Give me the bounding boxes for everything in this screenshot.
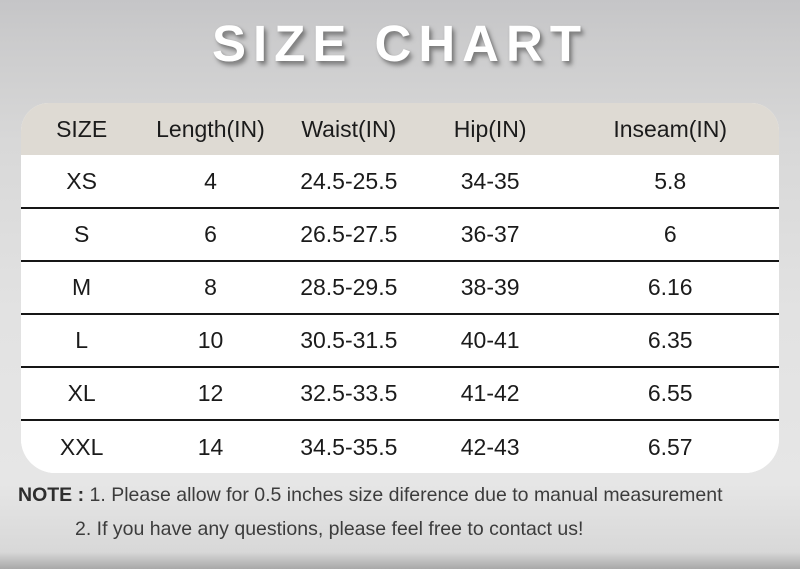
note-line-1-text: 1. Please allow for 0.5 inches size dife… xyxy=(89,484,723,506)
column-header-waist: Waist(IN) xyxy=(278,103,419,155)
cell-xl-hip: 41-42 xyxy=(418,366,562,420)
table-header-row: SIZE Length(IN) Waist(IN) Hip(IN) Inseam… xyxy=(21,103,779,155)
size-table: SIZE Length(IN) Waist(IN) Hip(IN) Inseam… xyxy=(21,103,779,473)
cell-xxl-inseam: 6.57 xyxy=(561,419,779,473)
cell-xl-inseam: 6.55 xyxy=(561,366,779,420)
column-header-inseam: Inseam(IN) xyxy=(561,103,779,155)
cell-xl-length: 12 xyxy=(142,366,279,420)
cell-xs-hip: 34-35 xyxy=(418,155,562,208)
table-row-m: M 8 28.5-29.5 38-39 6.16 xyxy=(21,260,779,314)
cell-m-inseam: 6.16 xyxy=(561,260,779,314)
table-row-xl: XL 12 32.5-33.5 41-42 6.55 xyxy=(21,366,779,420)
column-header-length: Length(IN) xyxy=(142,103,279,155)
cell-xxl-waist: 34.5-35.5 xyxy=(278,419,419,473)
cell-l-length: 10 xyxy=(142,313,279,367)
cell-m-size: M xyxy=(21,260,143,314)
cell-xs-length: 4 xyxy=(142,155,279,208)
cell-s-size: S xyxy=(21,207,143,261)
cell-l-inseam: 6.35 xyxy=(561,313,779,367)
column-header-size: SIZE xyxy=(21,103,143,155)
cell-l-hip: 40-41 xyxy=(418,313,562,367)
page-title: SIZE CHART xyxy=(212,15,588,72)
cell-xxl-size: XXL xyxy=(21,419,143,473)
cell-m-hip: 38-39 xyxy=(418,260,562,314)
table-row-xs: XS 4 24.5-25.5 34-35 5.8 xyxy=(21,155,779,208)
note-line-1: NOTE : 1. Please allow for 0.5 inches si… xyxy=(18,482,800,508)
note-section: NOTE : 1. Please allow for 0.5 inches si… xyxy=(18,482,800,542)
cell-xs-size: XS xyxy=(21,155,143,208)
column-header-hip: Hip(IN) xyxy=(418,103,562,155)
table-row-l: L 10 30.5-31.5 40-41 6.35 xyxy=(21,313,779,367)
cell-xs-inseam: 5.8 xyxy=(561,155,779,208)
note-line-2: 2. If you have any questions, please fee… xyxy=(75,518,584,540)
cell-l-waist: 30.5-31.5 xyxy=(278,313,419,367)
cell-l-size: L xyxy=(21,313,143,367)
cell-m-waist: 28.5-29.5 xyxy=(278,260,419,314)
table-row-xxl: XXL 14 34.5-35.5 42-43 6.57 xyxy=(21,419,779,473)
cell-s-waist: 26.5-27.5 xyxy=(278,207,419,261)
cell-xs-waist: 24.5-25.5 xyxy=(278,155,419,208)
cell-xl-waist: 32.5-33.5 xyxy=(278,366,419,420)
note-label: NOTE : xyxy=(18,484,85,506)
table-row-s: S 6 26.5-27.5 36-37 6 xyxy=(21,207,779,261)
cell-xxl-length: 14 xyxy=(142,419,279,473)
cell-m-length: 8 xyxy=(142,260,279,314)
cell-xl-size: XL xyxy=(21,366,143,420)
cell-s-inseam: 6 xyxy=(561,207,779,261)
size-table-grid: SIZE Length(IN) Waist(IN) Hip(IN) Inseam… xyxy=(21,103,779,473)
cell-s-length: 6 xyxy=(142,207,279,261)
cell-xxl-hip: 42-43 xyxy=(418,419,562,473)
cell-s-hip: 36-37 xyxy=(418,207,562,261)
